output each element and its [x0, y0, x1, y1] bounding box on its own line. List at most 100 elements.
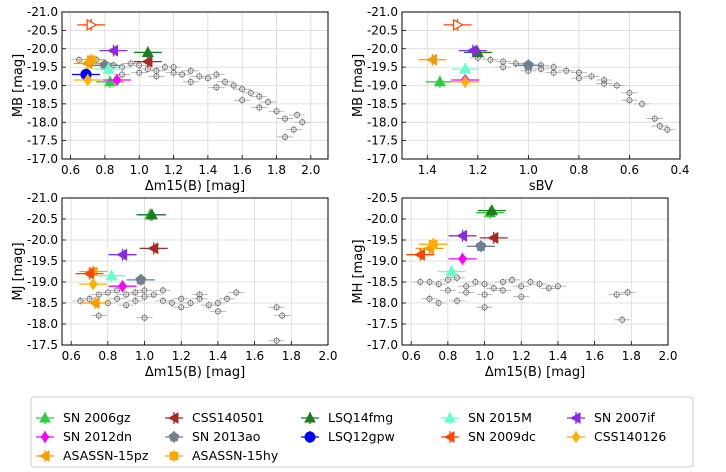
normal-sn-point: [426, 295, 433, 302]
normal-sn-point: [187, 67, 194, 74]
y-tick-label: -19.5: [27, 254, 58, 268]
normal-sn-point: [499, 278, 506, 285]
normal-sn-point: [656, 122, 663, 129]
normal-sn-point: [550, 69, 557, 76]
normal-sn-point: [512, 60, 519, 67]
normal-sn-point: [132, 289, 139, 296]
y-tick-label: -18.5: [367, 97, 398, 111]
legend-label: LSQ14fmg: [328, 410, 393, 425]
normal-sn-point: [239, 86, 246, 93]
normal-sn-point: [213, 71, 220, 78]
panel-mb_dm15: 0.6 0.8 1.0 1.2 1.4 1.6 1.8 2.0 -21.0 -20.5 -20.0 -…: [11, 5, 329, 194]
legend-marker: [304, 431, 316, 443]
legend-item: CSS140126: [567, 429, 666, 444]
normal-sn-point: [454, 297, 461, 304]
sn-point-asassn-15hy: [86, 55, 96, 65]
x-axis-label: Δm15(B) [mag]: [145, 365, 245, 380]
y-tick-label: -18.0: [367, 296, 398, 310]
normal-sn-point: [127, 60, 134, 67]
legend-marker: [169, 451, 179, 461]
normal-sn-point: [282, 133, 289, 140]
normal-sn-point: [613, 291, 620, 298]
x-axis-label: sBV: [529, 179, 553, 194]
plot-frame: [61, 11, 329, 160]
normal-sn-point: [222, 78, 229, 85]
normal-sn-point: [299, 119, 306, 126]
legend-label: LSQ12gpw: [328, 429, 395, 444]
x-tick-label: 1.8: [282, 349, 301, 363]
normal-sn-point: [639, 100, 646, 107]
x-tick-label: 1.4: [418, 163, 437, 177]
x-tick-label: 1.4: [208, 349, 227, 363]
sn-point-sn-2012dn: [118, 280, 128, 293]
normal-sn-point: [214, 299, 221, 306]
normal-sn-point: [132, 297, 139, 304]
normal-sn-point: [518, 293, 525, 300]
normal-sn-point: [481, 304, 488, 311]
normal-sn-point: [472, 278, 479, 285]
normal-sn-point: [290, 126, 297, 133]
normal-sn-point: [575, 75, 582, 82]
y-tick-label: -17.5: [27, 338, 58, 352]
normal-sn-point: [123, 302, 130, 309]
sn-point-sn-2012dn: [458, 252, 468, 265]
normal-sn-point: [178, 304, 185, 311]
normal-sn-point: [664, 126, 671, 133]
sn-point-asassn-15pz: [426, 53, 437, 66]
normal-sn-point: [95, 291, 102, 298]
normal-sn-point: [187, 299, 194, 306]
legend-marker: [40, 431, 50, 443]
normal-sn-point: [141, 287, 148, 294]
y-axis-label: MB [mag]: [11, 54, 26, 117]
normal-sn-point: [256, 104, 263, 111]
y-tick-label: -20.5: [27, 23, 58, 37]
normal-sn-point: [588, 73, 595, 80]
sn-point-sn-2007if: [116, 248, 128, 261]
normal-sn-point: [187, 78, 194, 85]
normal-sn-point: [273, 108, 280, 115]
normal-sn-point: [179, 71, 186, 78]
x-tick-label: 2.0: [318, 349, 337, 363]
legend-item: SN 2012dn: [36, 429, 132, 444]
legend-marker: [444, 411, 456, 423]
y-tick-label: -17.0: [367, 152, 398, 166]
sn-point-css140501: [487, 231, 499, 244]
y-tick-label: -18.5: [367, 275, 398, 289]
sn-point-sn-2015m: [102, 62, 115, 74]
x-tick-label: 0.6: [62, 349, 81, 363]
panel-mb_sbv: 1.4 1.2 1.0 0.8 0.6 0.4 -21.0 -20.5 -20.0 -19.5 -1…: [351, 5, 690, 194]
y-tick-label: -19.0: [27, 79, 58, 93]
normal-sn-point: [444, 287, 451, 294]
x-tick-label: 0.6: [61, 163, 80, 177]
y-tick-label: -20.5: [367, 23, 398, 37]
sn-point-css140126: [83, 73, 93, 86]
legend-item: LSQ12gpw: [301, 429, 395, 444]
normal-sn-point: [481, 281, 488, 288]
normal-sn-point: [114, 287, 121, 294]
legend-marker: [167, 412, 179, 424]
normal-sn-point: [196, 295, 203, 302]
sn-point-sn-2009dc: [83, 267, 95, 280]
sn-point-sn-2015m: [105, 269, 118, 281]
y-axis-label: MB [mag]: [351, 54, 366, 117]
y-tick-label: -17.5: [27, 134, 58, 148]
y-tick-label: -21.0: [27, 191, 58, 205]
normal-sn-point: [247, 89, 254, 96]
legend-label: SN 2013ao: [192, 429, 260, 444]
y-tick-label: -18.5: [27, 97, 58, 111]
legend-item: SN 2015M: [441, 410, 532, 425]
y-tick-label: -18.0: [27, 115, 58, 129]
normal-sn-point: [619, 316, 626, 323]
x-tick-label: 1.0: [475, 349, 494, 363]
plot-frame: [401, 197, 669, 346]
x-tick-label: 0.8: [569, 163, 588, 177]
y-tick-label: -19.5: [367, 60, 398, 74]
y-tick-label: -19.0: [367, 254, 398, 268]
x-tick-label: 1.6: [585, 349, 604, 363]
y-tick-label: -19.0: [27, 275, 58, 289]
normal-sn-point: [114, 295, 121, 302]
legend-label: SN 2015M: [468, 410, 532, 425]
normal-sn-point: [119, 64, 126, 71]
sn-point-sn-2009dc: [86, 18, 98, 31]
legend-label: SN 2009dc: [468, 429, 536, 444]
